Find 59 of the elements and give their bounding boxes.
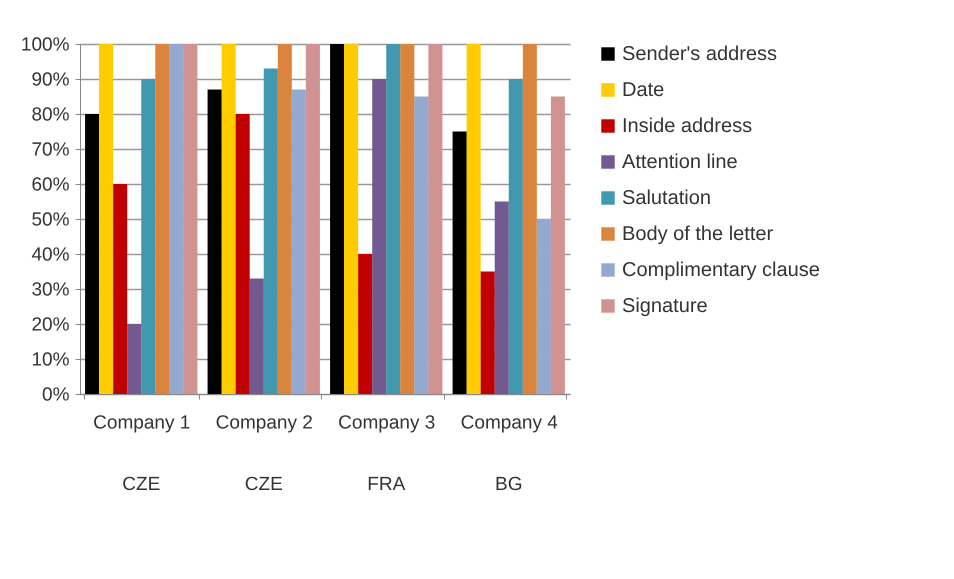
legend-label: Inside address (622, 115, 752, 137)
y-tick-label: 10% (31, 350, 70, 370)
legend-label: Attention line (622, 151, 738, 173)
bar (141, 79, 156, 394)
x-tick-label: Company 1 (93, 412, 190, 434)
text: FRA (367, 474, 406, 495)
bar (330, 44, 344, 394)
y-tick-label: 80% (31, 104, 70, 126)
bar (400, 44, 414, 394)
text: CZE (244, 474, 283, 495)
bar (222, 44, 236, 394)
bar (358, 254, 372, 394)
y-tick-label: 40% (31, 244, 70, 266)
bar (155, 44, 170, 394)
legend-label: Sender's address (622, 43, 778, 65)
bar (236, 114, 250, 394)
bar (536, 219, 551, 394)
bar (99, 44, 114, 394)
text: CZE (122, 474, 160, 495)
legend-label: Signature (622, 295, 708, 317)
bar (428, 44, 442, 394)
y-tick-label: 0% (42, 384, 70, 406)
y-tick-label: 60% (31, 174, 70, 196)
x-tick-label: Company 2 (216, 412, 313, 434)
bar (414, 96, 428, 394)
bar (508, 79, 523, 394)
bar (127, 324, 142, 394)
bar (344, 44, 358, 394)
bar (494, 202, 509, 394)
text: BG (495, 474, 522, 495)
bar (278, 44, 292, 394)
bar (480, 272, 495, 394)
bar (522, 44, 537, 394)
bar (306, 44, 320, 394)
bar (386, 44, 400, 394)
bar (85, 114, 100, 394)
legend-label: Salutation (622, 187, 711, 209)
y-tick-label: 50% (31, 210, 70, 230)
bar (264, 68, 278, 394)
y-tick-label: 70% (31, 140, 70, 160)
y-tick-label: 90% (31, 70, 70, 90)
bar (466, 44, 481, 394)
x-tick-label: Company 4 (460, 412, 558, 434)
x-tick-label: Company 3 (338, 412, 436, 434)
legend-label: Complimentary clause (622, 259, 820, 281)
bar (183, 44, 198, 394)
bar (550, 96, 565, 394)
y-tick-label: 20% (31, 314, 70, 336)
bar (292, 90, 306, 394)
bar (372, 79, 386, 394)
bar (208, 90, 222, 394)
bar (250, 278, 264, 394)
bar (452, 132, 467, 394)
bar (113, 184, 128, 394)
bar (169, 44, 184, 394)
legend-label: Body of the letter (622, 223, 774, 245)
legend-label: Date (622, 79, 664, 101)
y-tick-label: 100% (20, 34, 70, 56)
y-tick-label: 30% (31, 280, 70, 300)
